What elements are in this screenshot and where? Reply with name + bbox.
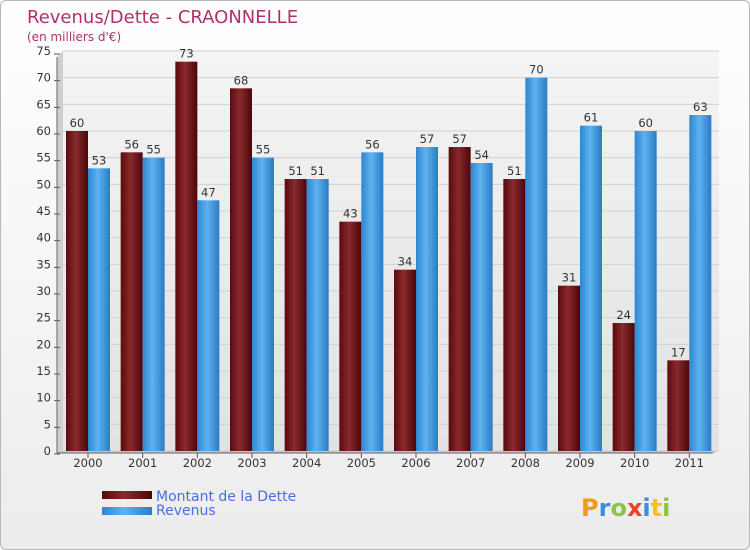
bar-revenus [634, 131, 657, 451]
bar-dette [284, 179, 307, 451]
bar-dette [667, 360, 690, 451]
legend-swatch-debt [102, 491, 152, 499]
bar-dette [230, 88, 252, 451]
y-tick-label: 35 [36, 257, 51, 271]
x-tick-label: 2003 [237, 456, 266, 470]
x-tick-label: 2008 [511, 456, 540, 470]
y-tick-label: 0 [44, 444, 51, 458]
bar-value-label: 60 [638, 116, 653, 130]
bar-dette [558, 285, 580, 451]
bar-value-label: 56 [124, 137, 139, 151]
bar-value-label: 60 [70, 116, 85, 130]
legend-label-debt: Montant de la Dette [156, 489, 296, 505]
legend: Montant de la Dette Revenus [102, 489, 296, 519]
y-tick-label: 60 [36, 124, 51, 138]
chart-subtitle: (en milliers d'€) [27, 30, 121, 44]
bar-revenus [88, 168, 110, 452]
y-tick-label: 25 [36, 311, 51, 325]
bar-revenus [197, 200, 220, 451]
x-tick-label: 2010 [620, 456, 649, 470]
y-tick-label: 10 [36, 391, 51, 405]
x-tick-label: 2002 [183, 456, 212, 470]
bar-value-label: 70 [529, 63, 544, 77]
plot-side-wall [57, 51, 63, 453]
bar-dette [175, 61, 198, 452]
x-tick-label: 2005 [347, 456, 376, 470]
bar-revenus [470, 163, 493, 451]
chart-title: Revenus/Dette - CRAONNELLE [27, 7, 298, 28]
legend-swatch-revenus [102, 507, 152, 515]
x-tick-label: 2007 [456, 456, 485, 470]
bar-value-label: 51 [507, 164, 522, 178]
x-tick-label: 2000 [73, 456, 102, 470]
bar-value-label: 51 [288, 164, 303, 178]
x-tick-label: 2006 [401, 456, 430, 470]
proxiti-logo: Proxiti [581, 494, 670, 522]
bar-value-label: 17 [671, 345, 686, 359]
bar-dette [394, 269, 416, 451]
bar-revenus [689, 115, 712, 451]
bar-value-label: 63 [693, 100, 708, 114]
bar-value-label: 68 [234, 73, 249, 87]
y-tick-label: 50 [36, 177, 51, 191]
bar-revenus [252, 157, 274, 451]
bar-value-label: 53 [92, 153, 107, 167]
y-tick-label: 70 [36, 71, 51, 85]
x-tick-label: 2011 [675, 456, 704, 470]
bar-dette [448, 147, 471, 451]
bar-value-label: 34 [398, 255, 413, 269]
y-tick-label: 75 [36, 44, 51, 58]
x-tick-label: 2001 [128, 456, 157, 470]
y-tick-label: 45 [36, 204, 51, 218]
bar-dette [339, 221, 362, 451]
bar-dette [120, 152, 143, 452]
bar-value-label: 31 [562, 271, 577, 285]
bar-value-label: 55 [146, 143, 161, 157]
y-tick-label: 55 [36, 151, 51, 165]
bar-value-label: 57 [420, 132, 435, 146]
legend-label-revenus: Revenus [156, 503, 216, 519]
bar-dette [612, 323, 635, 451]
y-tick-label: 15 [36, 364, 51, 378]
bar-value-label: 47 [201, 185, 216, 199]
bar-value-label: 57 [452, 132, 467, 146]
plot-area: 0 5 10 15 20 25 30 35 40 45 50 55 60 65 70 75 60 53 2000 56… [36, 44, 719, 470]
bar-revenus [580, 125, 602, 452]
x-tick-label: 2004 [292, 456, 321, 470]
bar-revenus [142, 157, 165, 451]
y-tick-label: 40 [36, 231, 51, 245]
y-tick-label: 65 [36, 97, 51, 111]
bar-value-label: 56 [365, 137, 380, 151]
bar-revenus [525, 77, 548, 452]
bar-dette [66, 131, 88, 451]
bar-value-label: 43 [343, 207, 358, 221]
bar-revenus [306, 179, 329, 451]
bar-value-label: 73 [179, 47, 194, 61]
bar-value-label: 54 [474, 148, 489, 162]
y-tick-label: 5 [44, 417, 51, 431]
bar-value-label: 24 [616, 308, 631, 322]
bar-value-label: 51 [310, 164, 325, 178]
bar-revenus [361, 152, 384, 452]
bar-revenus [416, 147, 438, 451]
bar-dette [503, 179, 526, 451]
bar-value-label: 61 [584, 111, 599, 125]
y-tick-label: 20 [36, 337, 51, 351]
bar-value-label: 55 [256, 143, 271, 157]
y-tick-label: 30 [36, 284, 51, 298]
plot-background [63, 51, 719, 451]
x-tick-label: 2009 [565, 456, 594, 470]
